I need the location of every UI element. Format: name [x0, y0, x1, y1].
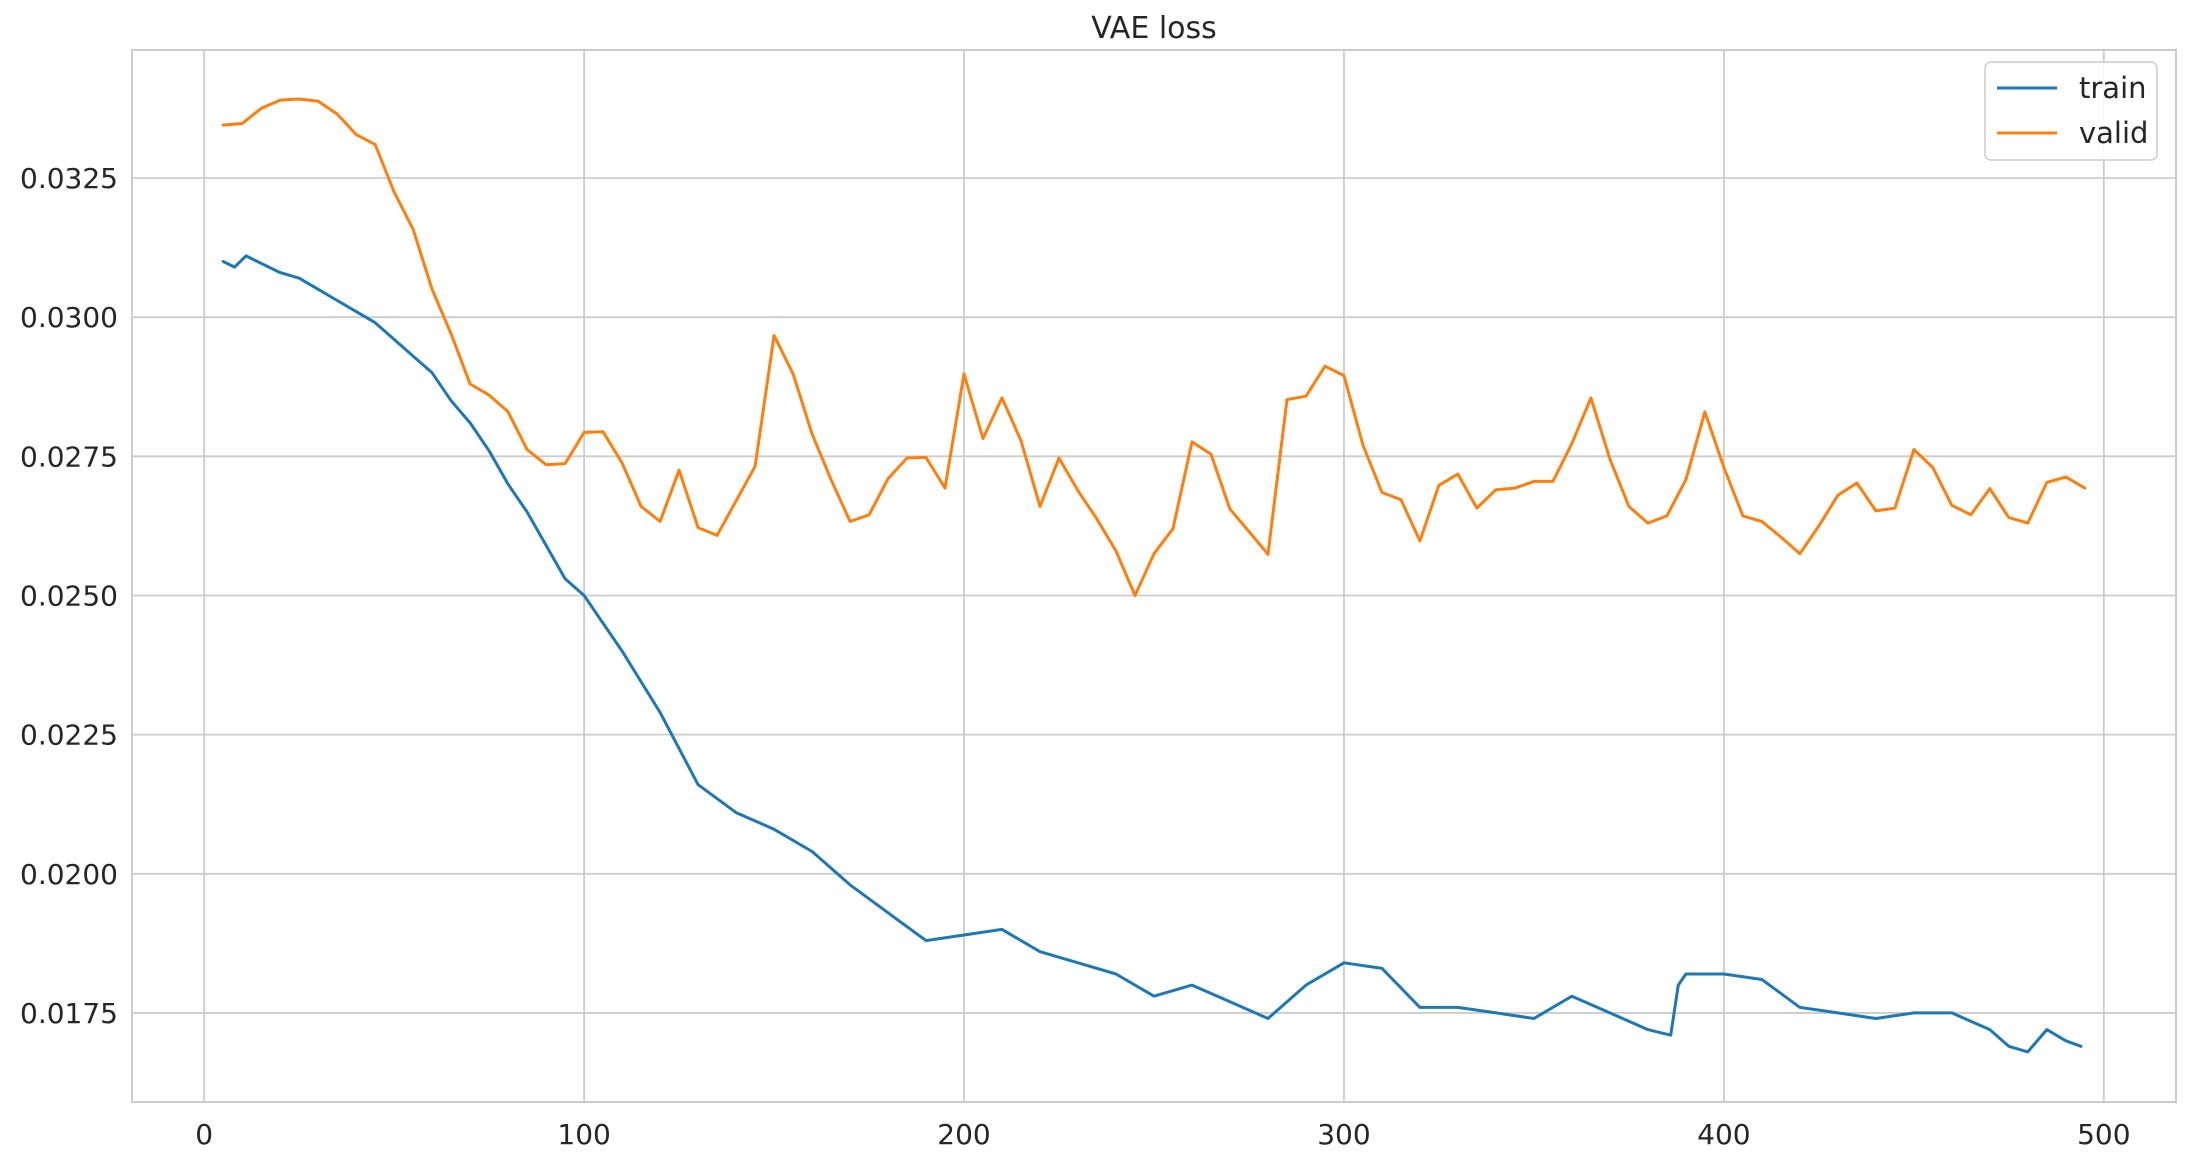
series-line-valid: [221, 97, 2087, 597]
x-tick-label: 100: [557, 1118, 610, 1151]
y-tick-label: 0.0250: [20, 579, 118, 612]
y-tick-label: 0.0200: [20, 858, 118, 891]
x-tick-label: 400: [1697, 1118, 1750, 1151]
series-lines: [221, 97, 2087, 1054]
y-tick-label: 0.0225: [20, 719, 118, 752]
x-tick-label: 200: [937, 1118, 990, 1151]
x-tick-label: 500: [2077, 1118, 2130, 1151]
y-tick-label: 0.0300: [20, 301, 118, 334]
x-tick-label: 0: [195, 1118, 213, 1151]
x-tick-label: 300: [1317, 1118, 1370, 1151]
tick-labels: 0 100 200 300 400 500 0.0175 0.0200 0.0225 0.0250…: [20, 162, 2131, 1151]
y-tick-label: 0.0325: [20, 162, 118, 195]
grid-layer: [132, 50, 2176, 1102]
y-tick-label: 0.0175: [20, 997, 118, 1030]
legend-label-train: train: [2079, 71, 2147, 105]
y-tick-label: 0.0275: [20, 440, 118, 473]
plot-frame: [131, 49, 2177, 1103]
legend-label-valid: valid: [2079, 116, 2148, 150]
series-line-train: [221, 254, 2083, 1054]
legend: train valid: [1984, 61, 2158, 161]
chart-title: VAE loss: [1091, 11, 1217, 46]
